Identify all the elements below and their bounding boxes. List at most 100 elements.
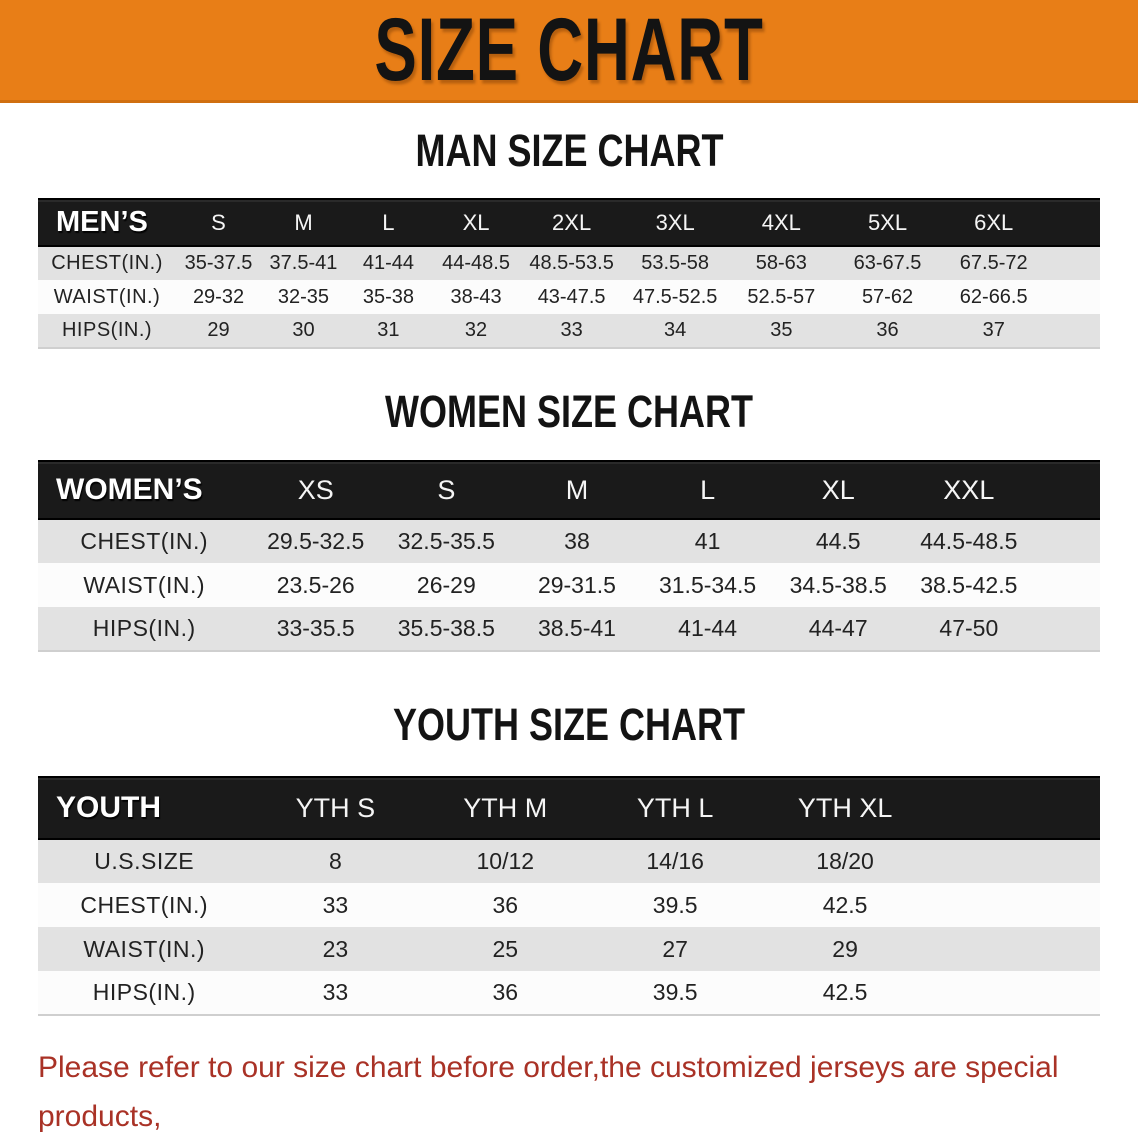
size-column-header: YTH L [590,776,761,840]
banner-title: SIZE CHART [374,0,764,100]
size-value-cell: 35-38 [345,280,431,314]
size-column-header: 2XL [521,198,623,247]
size-column-header: 6XL [940,198,1047,247]
size-table-row: HIPS(IN.) 33 36 39.5 42.5 [38,971,1100,1015]
size-table-row: WAIST(IN.) 23.5-26 26-29 29-31.5 31.5-34.5 34… [38,563,1100,607]
table-category-label: YOUTH [38,776,251,840]
size-value-cell: 44-48.5 [430,246,522,280]
measure-row-label: WAIST(IN.) [38,280,177,314]
size-value-cell: 57-62 [834,280,941,314]
filler-cell [930,971,1100,1015]
size-table-row: U.S.SIZE 8 10/12 14/16 18/20 [38,839,1100,883]
measure-row-label: CHEST(IN.) [38,246,177,280]
man-size-heading: MAN SIZE CHART [0,128,1138,174]
size-table-header-row: YOUTH YTH S YTH M YTH L YTH XL [38,776,1100,840]
size-value-cell: 18/20 [760,839,931,883]
size-value-cell: 63-67.5 [834,246,941,280]
size-column-header: YTH S [250,776,421,840]
size-table-row: CHEST(IN.) 35-37.5 37.5-41 41-44 44-48.5 48.5… [38,246,1100,280]
measure-row-label: CHEST(IN.) [38,519,251,563]
size-value-cell: 25 [420,927,591,971]
size-value-cell: 53.5-58 [622,246,729,280]
size-value-cell: 39.5 [590,971,761,1015]
size-value-cell: 33-35.5 [250,607,382,651]
size-value-cell: 34.5-38.5 [772,563,904,607]
measure-row-label: WAIST(IN.) [38,563,251,607]
size-column-header: 3XL [622,198,729,247]
size-value-cell: 30 [261,314,346,348]
size-value-cell: 41-44 [642,607,773,651]
filler-cell [1034,519,1100,563]
size-value-cell: 33 [250,971,421,1015]
size-value-cell: 39.5 [590,883,761,927]
size-table-row: CHEST(IN.) 33 36 39.5 42.5 [38,883,1100,927]
size-column-header: YTH XL [760,776,931,840]
size-value-cell: 35 [728,314,835,348]
measure-row-label: CHEST(IN.) [38,883,251,927]
size-value-cell: 38.5-42.5 [903,563,1035,607]
size-value-cell: 36 [834,314,941,348]
size-column-header: L [642,460,773,520]
size-value-cell: 33 [521,314,623,348]
measure-row-label: U.S.SIZE [38,839,251,883]
size-value-cell: 44.5-48.5 [903,519,1035,563]
women-size-heading-text: WOMEN SIZE CHART [384,386,753,437]
size-value-cell: 41 [642,519,773,563]
size-value-cell: 32 [430,314,522,348]
size-table-row: WAIST(IN.) 23 25 27 29 [38,927,1100,971]
size-value-cell: 37.5-41 [261,246,346,280]
size-column-header: S [381,460,512,520]
size-value-cell: 52.5-57 [728,280,835,314]
youth-size-heading: YOUTH SIZE CHART [0,702,1138,748]
size-value-cell: 42.5 [760,883,931,927]
size-value-cell: 67.5-72 [940,246,1047,280]
filler-cell [1046,280,1100,314]
size-column-header: S [176,198,261,247]
filler-cell [930,839,1100,883]
measure-row-label: HIPS(IN.) [38,314,177,348]
size-table-row: HIPS(IN.) 33-35.5 35.5-38.5 38.5-41 41-44 44-… [38,607,1100,651]
filler-cell [1034,563,1100,607]
size-table-row: CHEST(IN.) 29.5-32.5 32.5-35.5 38 41 44.5 44.5… [38,519,1100,563]
size-value-cell: 58-63 [728,246,835,280]
youth-size-section: YOUTH SIZE CHART YOUTH YTH S YTH M YTH L YTH… [0,702,1138,1016]
size-value-cell: 31.5-34.5 [642,563,773,607]
size-column-header: XS [250,460,382,520]
size-column-header: YTH M [420,776,591,840]
size-value-cell: 62-66.5 [940,280,1047,314]
women-size-heading: WOMEN SIZE CHART [0,389,1138,435]
size-table-header-row: WOMEN’S XS S M L XL XXL [38,460,1100,520]
filler-cell [930,883,1100,927]
measure-row-label: HIPS(IN.) [38,971,251,1015]
size-value-cell: 23.5-26 [250,563,382,607]
youth-size-heading-text: YOUTH SIZE CHART [392,699,745,750]
policy-note-line-1: Please refer to our size chart before or… [38,1051,1059,1132]
size-value-cell: 26-29 [381,563,512,607]
filler-cell [1046,314,1100,348]
size-column-header: M [261,198,346,247]
size-table-row: WAIST(IN.) 29-32 32-35 35-38 38-43 43-47.5 47.… [38,280,1100,314]
policy-note: Please refer to our size chart before or… [38,1043,1100,1132]
size-value-cell: 32.5-35.5 [381,519,512,563]
man-size-heading-text: MAN SIZE CHART [414,125,723,176]
size-value-cell: 29 [176,314,261,348]
size-column-header: M [511,460,643,520]
size-value-cell: 38 [511,519,643,563]
size-value-cell: 8 [250,839,421,883]
size-chart-banner: SIZE CHART [0,0,1138,103]
size-value-cell: 34 [622,314,729,348]
size-value-cell: 37 [940,314,1047,348]
table-category-label: WOMEN’S [38,460,251,520]
size-value-cell: 35-37.5 [176,246,261,280]
size-value-cell: 32-35 [261,280,346,314]
man-size-section: MAN SIZE CHART MEN’S S M L XL 2XL 3XL 4XL 5XL 6XL… [0,128,1138,349]
size-value-cell: 36 [420,883,591,927]
size-value-cell: 29.5-32.5 [250,519,382,563]
size-value-cell: 29 [760,927,931,971]
size-value-cell: 23 [250,927,421,971]
size-value-cell: 44.5 [772,519,904,563]
size-value-cell: 35.5-38.5 [381,607,512,651]
mens-size-table: MEN’S S M L XL 2XL 3XL 4XL 5XL 6XL CHEST(IN.) 35-37… [38,198,1100,349]
size-value-cell: 14/16 [590,839,761,883]
filler-cell [1046,198,1100,247]
